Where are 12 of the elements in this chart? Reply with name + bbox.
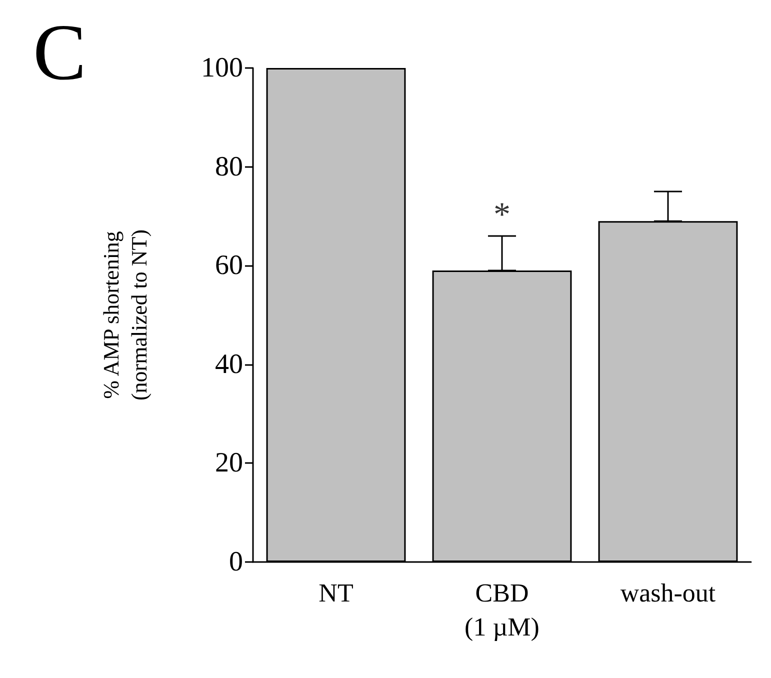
x-tick-label: CBD (1 µM) [464, 578, 540, 642]
annotation: * [494, 196, 510, 234]
y-tick-label: 80 [215, 151, 243, 182]
x-tick-label: NT [318, 578, 354, 608]
y-tick-label: 0 [229, 546, 243, 578]
y-tick-label: 60 [215, 250, 243, 282]
y-axis-title: % AMP shortening (normalized to NT) [98, 229, 152, 401]
y-tick-label: 20 [215, 448, 243, 479]
y-tick-label: 40 [215, 348, 243, 380]
x-tick-label: wash-out [620, 578, 716, 608]
y-tick-label: 100 [201, 52, 243, 84]
chart-title: C [33, 9, 86, 97]
